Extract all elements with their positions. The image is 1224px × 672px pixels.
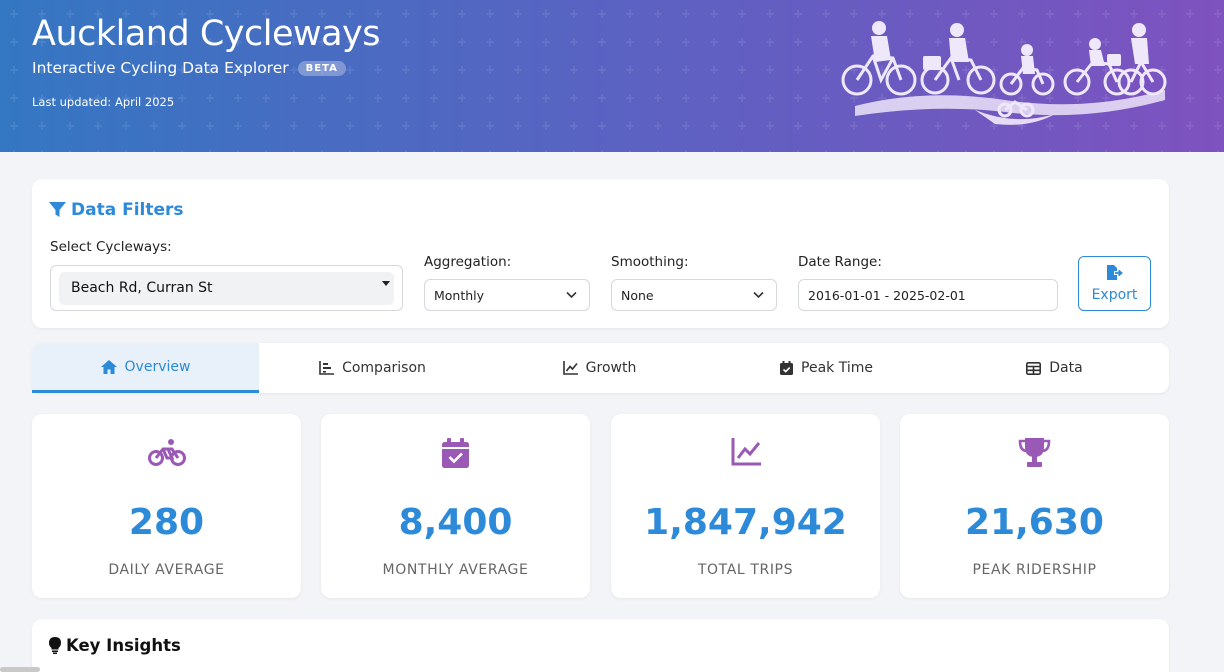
smoothing-value: None bbox=[621, 288, 654, 303]
app-header: Auckland Cycleways Interactive Cycling D… bbox=[0, 0, 1224, 152]
stat-label: MONTHLY AVERAGE bbox=[382, 562, 529, 578]
filters-heading: Data Filters bbox=[49, 200, 184, 220]
stat-label: TOTAL TRIPS bbox=[697, 562, 794, 578]
filter-icon bbox=[49, 202, 66, 217]
stat-value: 280 bbox=[128, 502, 205, 543]
bicycle-icon bbox=[147, 439, 186, 466]
data-filters-card: Data Filters Select Cycleways: Beach Rd,… bbox=[32, 179, 1169, 328]
trophy-icon bbox=[1018, 438, 1051, 467]
insights-heading: Key Insights bbox=[49, 636, 181, 655]
cycleways-select[interactable]: Beach Rd, Curran St bbox=[50, 265, 403, 311]
selected-cycleways-chip[interactable]: Beach Rd, Curran St bbox=[59, 272, 394, 305]
line-chart-icon bbox=[562, 361, 578, 375]
aggregation-value: Monthly bbox=[434, 288, 485, 303]
tab-label: Data bbox=[1049, 360, 1083, 376]
header-pattern bbox=[0, 0, 1224, 152]
tab-label: Comparison bbox=[342, 360, 426, 376]
stat-card-daily-average: 280 DAILY AVERAGE bbox=[32, 414, 301, 598]
table-icon bbox=[1026, 361, 1042, 375]
tab-label: Overview bbox=[124, 358, 191, 375]
tab-peak-time[interactable]: Peak Time bbox=[713, 343, 940, 393]
horizontal-scrollbar[interactable] bbox=[0, 667, 40, 672]
subtitle-text: Interactive Cycling Data Explorer bbox=[32, 59, 289, 77]
calendar-check-icon bbox=[780, 361, 794, 375]
export-button[interactable]: Export bbox=[1078, 256, 1151, 311]
cycleways-label: Select Cycleways: bbox=[50, 239, 172, 255]
tab-label: Growth bbox=[585, 360, 637, 376]
last-updated: Last updated: April 2025 bbox=[32, 95, 175, 109]
line-chart-icon bbox=[731, 438, 761, 466]
export-label: Export bbox=[1091, 287, 1138, 303]
stat-label: PEAK RIDERSHIP bbox=[972, 562, 1097, 578]
chevron-down-icon bbox=[566, 291, 577, 299]
tab-growth[interactable]: Growth bbox=[486, 343, 713, 393]
insights-title-text: Key Insights bbox=[66, 636, 181, 655]
cyclists-illustration-icon bbox=[841, 21, 1167, 125]
aggregation-label: Aggregation: bbox=[424, 254, 512, 270]
tab-overview[interactable]: Overview bbox=[32, 343, 259, 393]
bar-chart-icon bbox=[319, 361, 335, 375]
aggregation-select[interactable]: Monthly bbox=[424, 279, 590, 311]
home-icon bbox=[100, 359, 117, 374]
tab-bar: Overview Comparison Growth Peak Time Dat… bbox=[32, 343, 1169, 393]
beta-badge: BETA bbox=[297, 60, 346, 76]
smoothing-label: Smoothing: bbox=[611, 254, 689, 270]
smoothing-select[interactable]: None bbox=[611, 279, 777, 311]
stat-card-monthly-average: 8,400 MONTHLY AVERAGE bbox=[321, 414, 590, 598]
app-subtitle: Interactive Cycling Data Explorer BETA bbox=[32, 59, 346, 77]
caret-down-icon[interactable] bbox=[382, 281, 390, 286]
stat-value: 21,630 bbox=[965, 502, 1104, 543]
tab-comparison[interactable]: Comparison bbox=[259, 343, 486, 393]
tab-label: Peak Time bbox=[801, 360, 873, 376]
export-file-icon bbox=[1107, 265, 1123, 280]
date-range-label: Date Range: bbox=[798, 254, 882, 270]
app-title: Auckland Cycleways bbox=[32, 14, 381, 54]
tab-data[interactable]: Data bbox=[940, 343, 1169, 393]
lightbulb-icon bbox=[49, 637, 61, 654]
key-insights-card: Key Insights bbox=[32, 619, 1169, 672]
stat-card-total-trips: 1,847,942 TOTAL TRIPS bbox=[611, 414, 880, 598]
stat-card-peak-ridership: 21,630 PEAK RIDERSHIP bbox=[900, 414, 1169, 598]
date-range-input[interactable]: 2016-01-01 - 2025-02-01 bbox=[798, 279, 1058, 311]
stat-value: 8,400 bbox=[398, 502, 513, 543]
chevron-down-icon bbox=[753, 291, 764, 299]
filters-title-text: Data Filters bbox=[71, 200, 184, 220]
stat-label: DAILY AVERAGE bbox=[108, 562, 225, 578]
stat-value: 1,847,942 bbox=[644, 502, 847, 543]
calendar-check-icon bbox=[442, 438, 469, 468]
